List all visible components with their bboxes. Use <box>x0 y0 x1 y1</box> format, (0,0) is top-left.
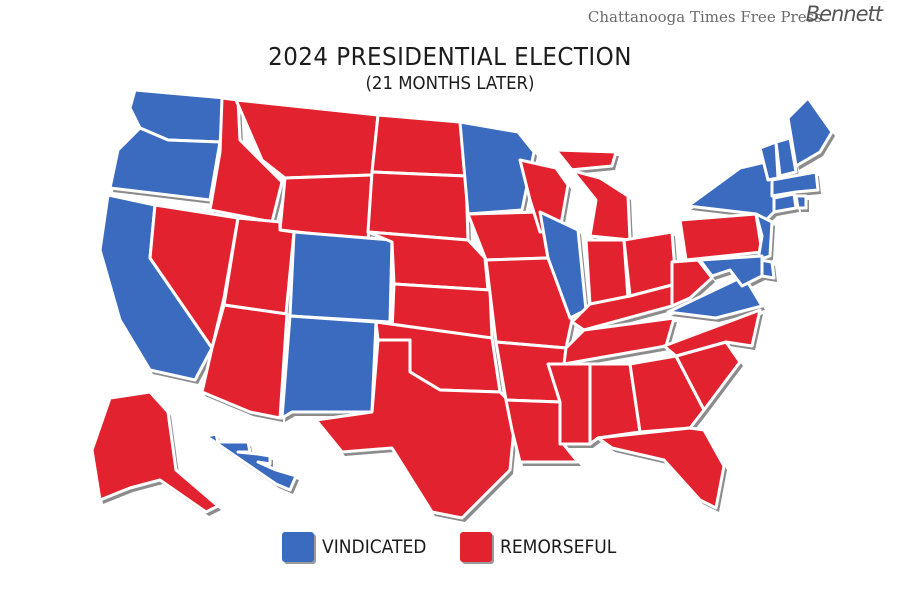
newspaper-masthead: Chattanooga Times Free Press <box>587 8 822 26</box>
state-tx <box>314 338 518 520</box>
legend-label-vindicated: VINDICATED <box>322 536 427 558</box>
state-vt <box>758 140 780 182</box>
state-mo <box>484 256 574 350</box>
legend-swatch-remorseful <box>460 532 492 562</box>
state-me <box>786 96 834 168</box>
state-hi <box>204 432 298 492</box>
state-ms <box>546 362 592 446</box>
state-co <box>288 230 394 324</box>
state-az <box>200 303 289 420</box>
map-title-block: 2024 PRESIDENTIAL ELECTION (21 MONTHS LA… <box>230 42 670 94</box>
state-tn <box>562 316 676 366</box>
state-in <box>584 238 630 306</box>
map-subtitle: (21 MONTHS LATER) <box>365 73 535 94</box>
state-shapes <box>90 88 834 520</box>
state-nj <box>754 212 774 262</box>
state-or <box>108 126 222 202</box>
state-nm <box>280 314 378 420</box>
state-sd <box>366 170 470 242</box>
state-ma <box>770 170 820 198</box>
state-ct <box>772 192 798 214</box>
state-nh <box>774 136 798 178</box>
state-ri <box>794 194 808 210</box>
state-mi <box>554 148 632 242</box>
legend-item-remorseful: REMORSEFUL <box>460 532 629 562</box>
legend-label-remorseful: REMORSEFUL <box>500 536 617 558</box>
state-nc <box>662 308 762 358</box>
legend-swatch-vindicated <box>282 532 314 562</box>
state-nd <box>370 113 468 178</box>
state-va <box>666 274 764 320</box>
state-pa <box>678 212 764 262</box>
state-ut <box>222 216 296 316</box>
state-fl <box>596 426 726 510</box>
state-ak <box>90 390 220 514</box>
legend-item-vindicated: VINDICATED <box>282 532 438 562</box>
map-title: 2024 PRESIDENTIAL ELECTION <box>268 42 632 71</box>
state-md <box>698 254 764 288</box>
artist-signature: Bennett <box>805 2 883 26</box>
state-wy <box>278 173 374 242</box>
